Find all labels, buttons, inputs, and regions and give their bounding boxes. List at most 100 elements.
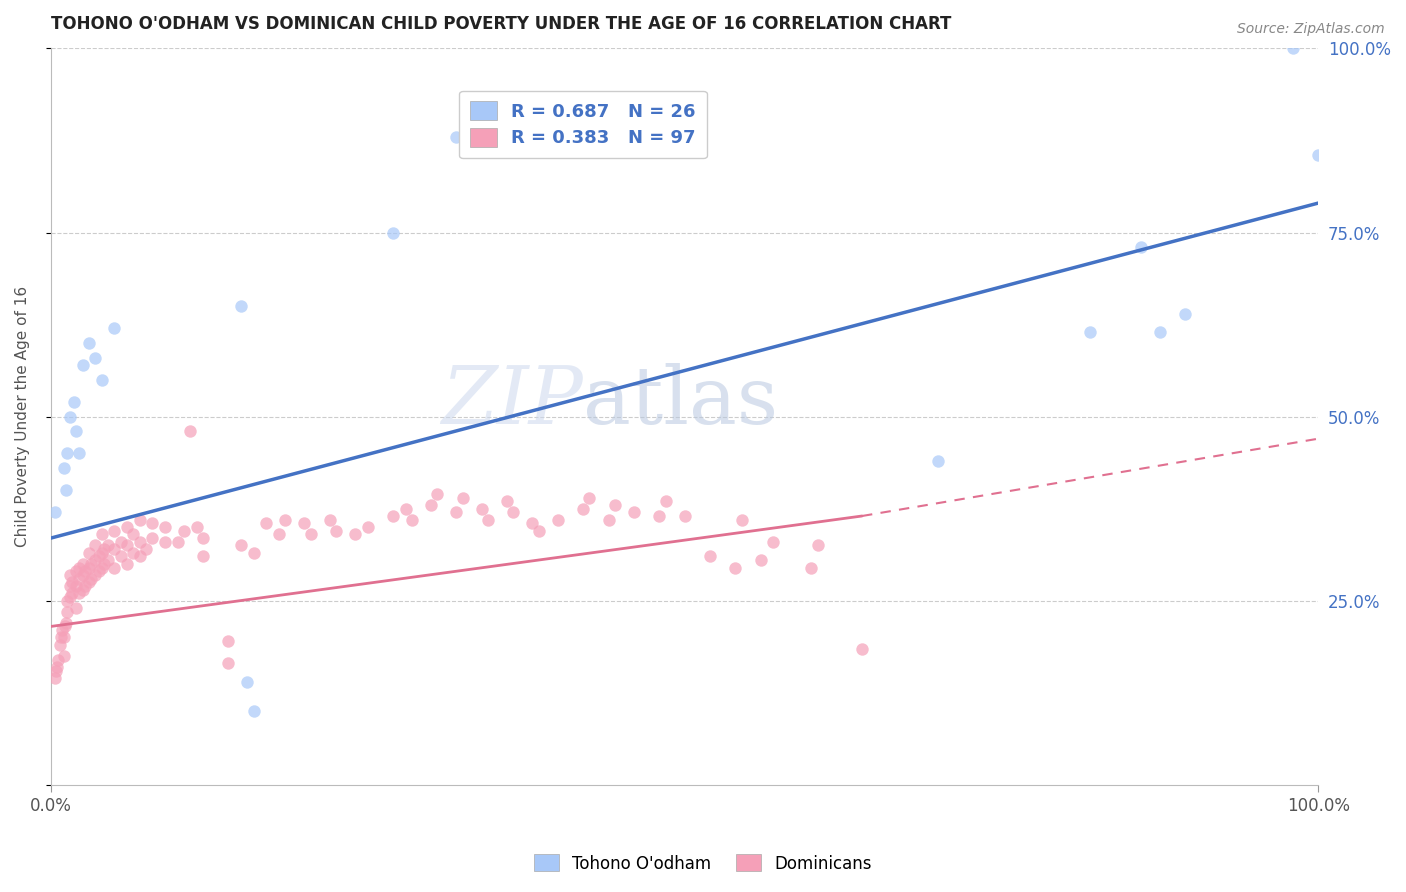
Point xyxy=(217,634,239,648)
Point xyxy=(52,461,75,475)
Point xyxy=(110,534,132,549)
Point xyxy=(527,524,550,538)
Point xyxy=(173,524,195,538)
Point xyxy=(1149,325,1171,339)
Point xyxy=(72,568,94,582)
Point xyxy=(103,560,125,574)
Point xyxy=(73,564,96,578)
Point xyxy=(477,513,499,527)
Point xyxy=(318,513,340,527)
Point xyxy=(53,619,76,633)
Point xyxy=(55,483,77,498)
Point xyxy=(762,534,785,549)
Point xyxy=(87,549,110,564)
Point xyxy=(72,358,94,372)
Point xyxy=(141,531,163,545)
Point xyxy=(357,520,380,534)
Point xyxy=(77,575,100,590)
Point xyxy=(395,501,418,516)
Y-axis label: Child Poverty Under the Age of 16: Child Poverty Under the Age of 16 xyxy=(15,286,30,547)
Point xyxy=(77,335,100,350)
Point xyxy=(122,527,145,541)
Text: atlas: atlas xyxy=(583,363,779,441)
Point xyxy=(1282,41,1305,55)
Point xyxy=(59,579,82,593)
Point xyxy=(65,564,87,578)
Point xyxy=(451,491,474,505)
Point xyxy=(90,373,112,387)
Point xyxy=(44,671,66,685)
Point xyxy=(572,501,595,516)
Point xyxy=(267,527,290,541)
Point xyxy=(522,516,544,531)
Point xyxy=(90,560,112,574)
Point xyxy=(446,129,468,144)
Point xyxy=(236,674,259,689)
Point xyxy=(55,615,77,630)
Point xyxy=(80,572,103,586)
Point xyxy=(1078,325,1101,339)
Point xyxy=(648,508,671,523)
Point xyxy=(1129,240,1152,254)
Point xyxy=(382,508,405,523)
Point xyxy=(84,538,107,552)
Point xyxy=(420,498,443,512)
Point xyxy=(60,586,83,600)
Point xyxy=(62,395,84,409)
Point xyxy=(65,601,87,615)
Point xyxy=(229,538,252,552)
Point xyxy=(749,553,772,567)
Point xyxy=(446,505,468,519)
Point xyxy=(191,531,214,545)
Point xyxy=(59,590,82,604)
Point xyxy=(179,425,201,439)
Point xyxy=(1308,148,1330,162)
Point xyxy=(724,560,747,574)
Point xyxy=(344,527,367,541)
Point xyxy=(217,657,239,671)
Point xyxy=(502,505,524,519)
Point xyxy=(67,586,90,600)
Point xyxy=(65,425,87,439)
Text: ZIP: ZIP xyxy=(441,363,583,441)
Point xyxy=(44,505,66,519)
Point xyxy=(927,454,949,468)
Point xyxy=(673,508,696,523)
Point xyxy=(87,564,110,578)
Point xyxy=(115,557,138,571)
Point xyxy=(51,623,73,637)
Point xyxy=(72,582,94,597)
Point xyxy=(807,538,830,552)
Point xyxy=(48,652,70,666)
Point xyxy=(699,549,721,564)
Point xyxy=(242,704,264,718)
Point xyxy=(496,494,519,508)
Point xyxy=(186,520,208,534)
Point xyxy=(56,446,79,460)
Point xyxy=(153,534,176,549)
Point xyxy=(325,524,347,538)
Point xyxy=(153,520,176,534)
Point xyxy=(84,568,107,582)
Point xyxy=(56,605,79,619)
Point xyxy=(128,549,150,564)
Point xyxy=(93,542,115,557)
Point xyxy=(292,516,315,531)
Point xyxy=(97,553,120,567)
Point xyxy=(77,546,100,560)
Point xyxy=(73,579,96,593)
Point xyxy=(97,538,120,552)
Point xyxy=(229,299,252,313)
Point xyxy=(122,546,145,560)
Point xyxy=(471,501,494,516)
Point xyxy=(115,520,138,534)
Point xyxy=(603,498,626,512)
Point xyxy=(401,513,423,527)
Point xyxy=(426,487,449,501)
Point xyxy=(59,409,82,424)
Point xyxy=(90,546,112,560)
Point xyxy=(49,631,72,645)
Point xyxy=(1174,306,1197,320)
Point xyxy=(60,575,83,590)
Point xyxy=(80,557,103,571)
